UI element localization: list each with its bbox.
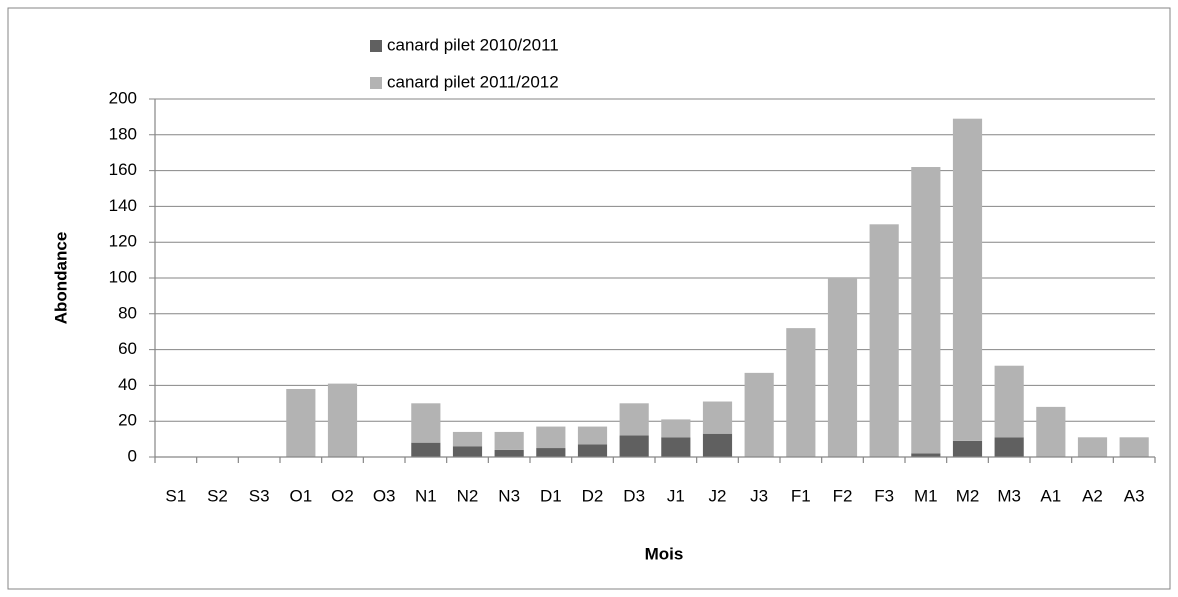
y-tick-label: 80 — [118, 303, 137, 322]
bar-segment — [702, 433, 733, 457]
bar-segment — [661, 419, 691, 438]
legend-label: canard pilet 2010/2011 — [387, 35, 559, 54]
bar-segment — [994, 437, 1024, 457]
bar-segment — [911, 167, 941, 454]
bar-segment — [327, 383, 358, 457]
bar-segment — [786, 328, 816, 457]
x-tick-label: F3 — [874, 486, 894, 505]
x-tick-label: O1 — [289, 486, 312, 505]
x-tick-label: J2 — [709, 486, 727, 505]
x-tick-label: D2 — [582, 486, 604, 505]
x-tick-label: J3 — [750, 486, 768, 505]
y-tick-label: 140 — [109, 196, 137, 215]
bar-segment — [1036, 406, 1066, 457]
x-tick-label: S3 — [249, 486, 270, 505]
bar-segment — [577, 426, 608, 445]
bar-segment — [952, 118, 983, 441]
y-tick-label: 20 — [118, 411, 137, 430]
bar-segment — [536, 426, 566, 449]
y-axis-title: Abondance — [51, 232, 70, 325]
x-tick-label: M1 — [914, 486, 938, 505]
y-tick-label: 160 — [109, 160, 137, 179]
bar-segment — [619, 403, 649, 436]
x-tick-label: F2 — [833, 486, 853, 505]
legend-label: canard pilet 2011/2012 — [387, 72, 559, 91]
bar-segment — [577, 444, 608, 457]
x-axis-title: Mois — [645, 544, 684, 563]
bar-segment — [702, 401, 733, 434]
y-tick-label: 100 — [109, 267, 137, 286]
bar-segment — [411, 442, 441, 457]
bar-segment — [619, 435, 649, 457]
x-tick-label: S2 — [207, 486, 228, 505]
x-tick-label: N2 — [457, 486, 479, 505]
y-tick-label: 200 — [109, 88, 137, 107]
bar-segment — [286, 388, 316, 457]
x-tick-label: A2 — [1082, 486, 1103, 505]
x-tick-label: M3 — [997, 486, 1021, 505]
x-tick-label: D3 — [623, 486, 645, 505]
x-tick-label: N1 — [415, 486, 437, 505]
bar-segment — [911, 453, 941, 457]
bar-segment — [827, 278, 858, 457]
bar-segment — [536, 448, 566, 457]
bar-segment — [744, 372, 774, 457]
x-tick-label: S1 — [165, 486, 186, 505]
x-tick-label: O3 — [373, 486, 396, 505]
x-tick-label: O2 — [331, 486, 354, 505]
bar-segment — [494, 431, 524, 450]
x-tick-label: N3 — [498, 486, 520, 505]
y-tick-label: 180 — [109, 124, 137, 143]
bar-segment — [452, 446, 483, 457]
legend-swatch — [370, 40, 382, 52]
bar-segment — [494, 449, 524, 457]
bar-segment — [869, 224, 899, 457]
x-tick-label: A1 — [1040, 486, 1061, 505]
bar-segment — [411, 403, 441, 443]
x-tick-label: F1 — [791, 486, 811, 505]
legend-swatch — [370, 77, 382, 89]
bar-segment — [661, 437, 691, 457]
bar-segment — [994, 365, 1024, 438]
bar-segment — [1077, 437, 1108, 457]
y-tick-label: 60 — [118, 339, 137, 358]
bar-segment — [1119, 437, 1149, 457]
y-tick-label: 0 — [128, 446, 137, 465]
bar-segment — [952, 440, 983, 457]
x-tick-label: J1 — [667, 486, 685, 505]
x-tick-label: M2 — [956, 486, 980, 505]
y-tick-label: 120 — [109, 232, 137, 251]
x-tick-label: D1 — [540, 486, 562, 505]
y-tick-label: 40 — [118, 375, 137, 394]
x-tick-label: A3 — [1124, 486, 1145, 505]
bar-segment — [452, 431, 483, 447]
